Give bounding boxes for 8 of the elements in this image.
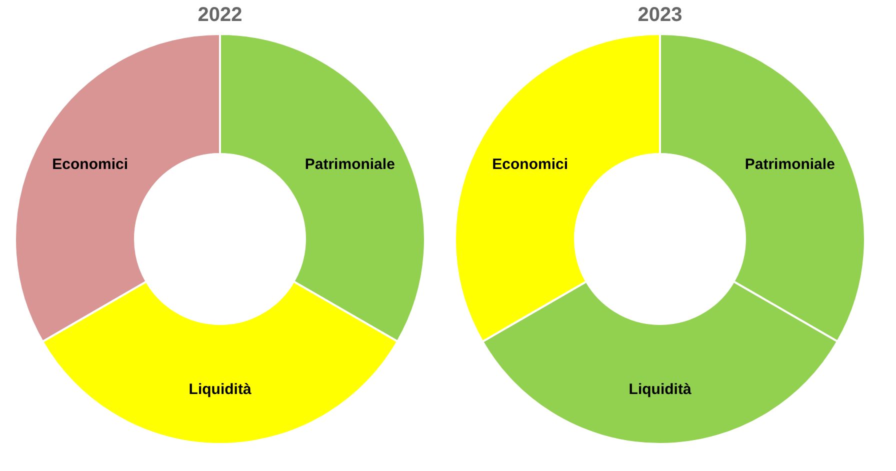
chart-title: 2023 <box>638 4 682 26</box>
slice-label: Liquidità <box>628 381 692 398</box>
slice-label: Economici <box>52 156 128 174</box>
chart-title: 2022 <box>198 4 242 26</box>
slice-label: Patrimoniale <box>304 156 395 173</box>
slice-label: Patrimoniale <box>744 156 835 173</box>
slice-label: Economici <box>492 156 568 174</box>
slice-label: Liquidità <box>188 381 252 398</box>
